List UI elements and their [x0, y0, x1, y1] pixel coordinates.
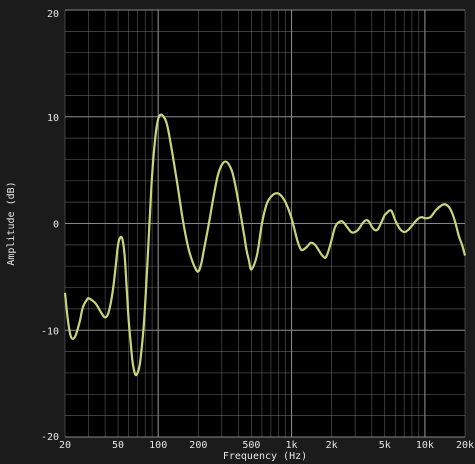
- major-grid: [65, 9, 465, 438]
- x-tick-label: 100: [149, 440, 167, 451]
- y-tick-label: -10: [41, 326, 59, 337]
- y-tick-label: 10: [47, 113, 59, 124]
- y-axis-label: Amplitude (dB): [6, 181, 17, 265]
- x-tick-label: 200: [189, 440, 207, 451]
- x-tick-label: 500: [242, 440, 260, 451]
- x-tick-labels: 20 50 100 200 500 1k 2k 5k 10k 20k: [59, 440, 474, 451]
- y-tick-label: 20: [47, 9, 59, 20]
- y-tick-label: 0: [53, 220, 59, 231]
- x-tick-label: 5k: [379, 440, 391, 451]
- x-axis-label: Frequency (Hz): [223, 451, 307, 462]
- x-tick-label: 1k: [286, 440, 298, 451]
- x-tick-label: 20k: [456, 440, 474, 451]
- x-tick-label: 20: [59, 440, 71, 451]
- x-tick-label: 50: [112, 440, 124, 451]
- y-tick-label: -20: [41, 432, 59, 443]
- x-tick-label: 2k: [326, 440, 338, 451]
- x-tick-label: 10k: [416, 440, 434, 451]
- amplitude-curve-line: [63, 113, 467, 377]
- y-tick-labels: 20 10 0 -10 -20: [41, 9, 59, 443]
